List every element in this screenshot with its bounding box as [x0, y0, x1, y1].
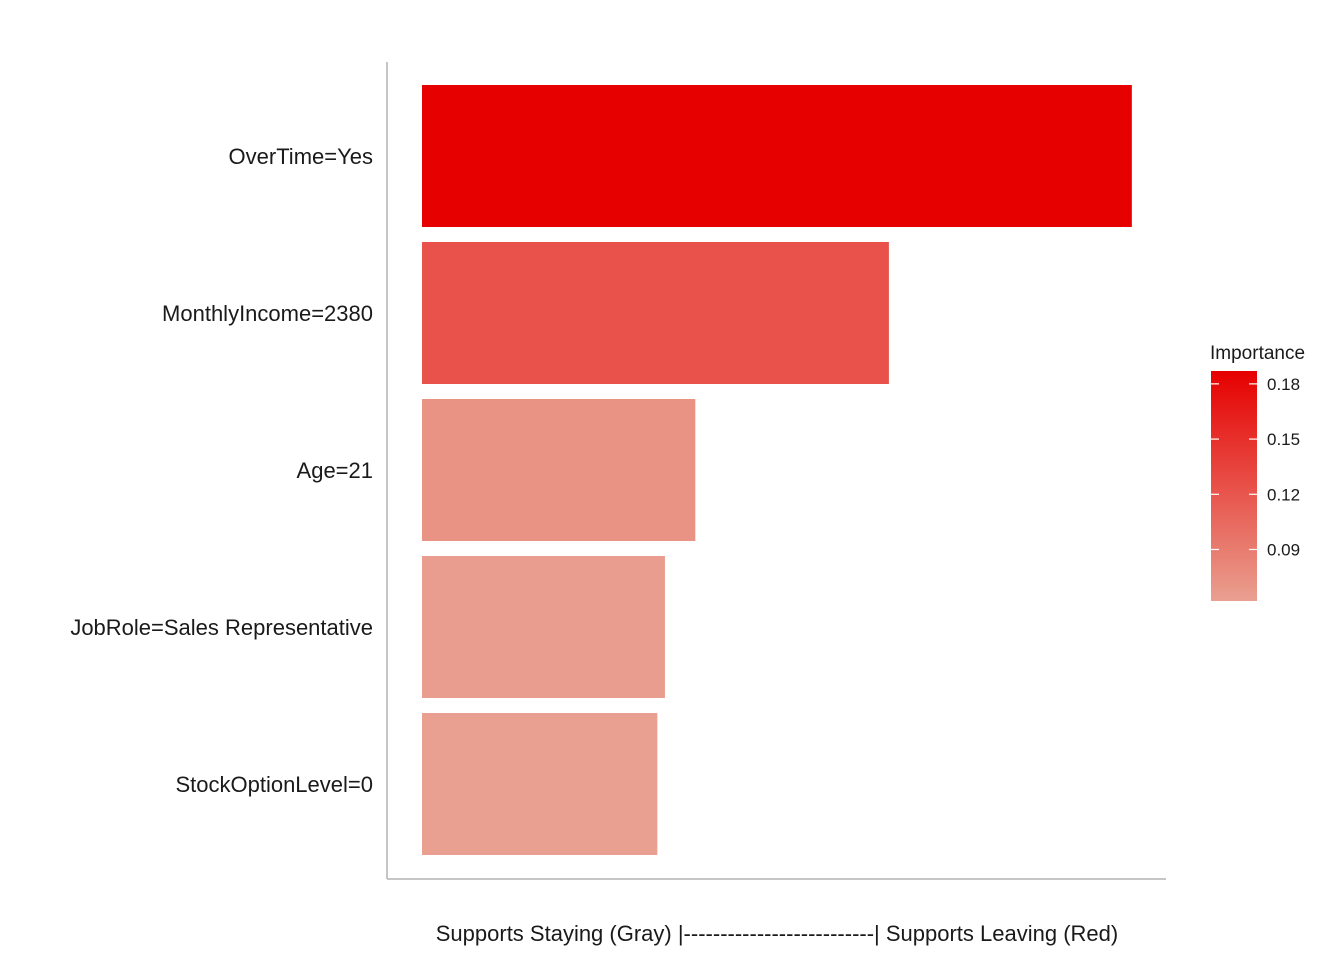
legend-tick-label-4: 0.09 — [1267, 540, 1300, 559]
category-label-3: Age=21 — [297, 458, 373, 483]
legend: Importance 0.18 0.15 0.12 0.09 — [1210, 343, 1305, 601]
bar-4 — [422, 556, 665, 698]
bar-5 — [422, 713, 658, 855]
legend-colorbar — [1211, 371, 1257, 601]
bars — [422, 85, 1132, 855]
bar-2 — [422, 242, 889, 384]
legend-tick-label-3: 0.12 — [1267, 485, 1300, 504]
x-axis-label: Supports Staying (Gray) |---------------… — [436, 921, 1118, 946]
category-label-1: OverTime=Yes — [229, 144, 373, 169]
category-label-5: StockOptionLevel=0 — [175, 772, 373, 797]
category-labels: OverTime=Yes MonthlyIncome=2380 Age=21 JobR… — [70, 144, 373, 797]
category-label-2: MonthlyIncome=2380 — [162, 301, 373, 326]
legend-title: Importance — [1210, 343, 1305, 364]
legend-tick-label-2: 0.15 — [1267, 430, 1300, 449]
bar-3 — [422, 399, 696, 541]
bar-1 — [422, 85, 1132, 227]
legend-tick-label-1: 0.18 — [1267, 375, 1300, 394]
category-label-4: JobRole=Sales Representative — [70, 615, 373, 640]
